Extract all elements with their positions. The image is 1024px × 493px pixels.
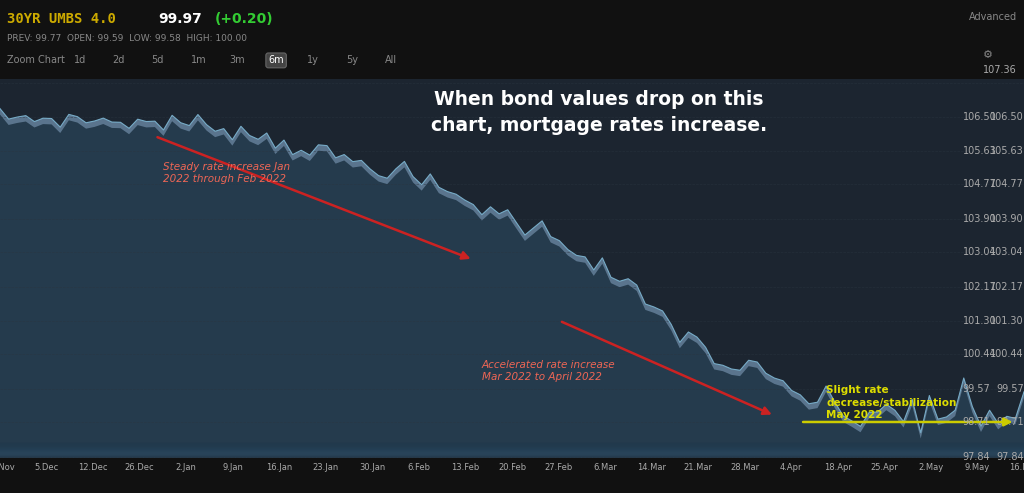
- Text: 101.30: 101.30: [990, 316, 1024, 326]
- Text: 1d: 1d: [74, 55, 86, 66]
- Text: 5y: 5y: [346, 55, 358, 66]
- Text: 103.90: 103.90: [963, 213, 996, 224]
- Text: Advanced: Advanced: [969, 12, 1017, 22]
- Text: 99.97: 99.97: [159, 12, 203, 26]
- Text: 5d: 5d: [152, 55, 164, 66]
- Text: 97.84: 97.84: [963, 452, 990, 461]
- Text: Steady rate increase Jan
2022 through Feb 2022: Steady rate increase Jan 2022 through Fe…: [164, 162, 291, 184]
- Text: 103.04: 103.04: [963, 247, 996, 257]
- Text: 99.57: 99.57: [963, 384, 990, 393]
- Text: Zoom Chart: Zoom Chart: [7, 55, 66, 66]
- Text: Accelerated rate increase
Mar 2022 to April 2022: Accelerated rate increase Mar 2022 to Ap…: [482, 360, 615, 383]
- Text: Slight rate
decrease/stabilization
May 2022: Slight rate decrease/stabilization May 2…: [826, 386, 956, 420]
- Text: ⚙: ⚙: [983, 50, 993, 60]
- Text: 99.57: 99.57: [996, 384, 1024, 393]
- Text: 103.90: 103.90: [990, 213, 1024, 224]
- Text: 106.50: 106.50: [963, 111, 996, 122]
- Text: 98.71: 98.71: [963, 418, 990, 427]
- Text: 97.84: 97.84: [996, 452, 1024, 461]
- Text: 102.17: 102.17: [963, 282, 996, 291]
- Text: 106.50: 106.50: [990, 111, 1024, 122]
- Text: 105.63: 105.63: [963, 146, 996, 156]
- Text: 3m: 3m: [229, 55, 245, 66]
- Text: 30YR UMBS 4.0: 30YR UMBS 4.0: [7, 12, 116, 26]
- Text: (+0.20): (+0.20): [215, 12, 273, 26]
- Text: 1m: 1m: [190, 55, 206, 66]
- Text: 1y: 1y: [307, 55, 319, 66]
- Text: 102.17: 102.17: [990, 282, 1024, 291]
- Text: All: All: [385, 55, 397, 66]
- Text: 104.77: 104.77: [990, 179, 1024, 189]
- Text: 105.63: 105.63: [990, 146, 1024, 156]
- Text: 2d: 2d: [113, 55, 125, 66]
- Text: 100.44: 100.44: [990, 350, 1024, 359]
- Text: When bond values drop on this
chart, mortgage rates increase.: When bond values drop on this chart, mor…: [431, 90, 767, 135]
- Text: PREV: 99.77  OPEN: 99.59  LOW: 99.58  HIGH: 100.00: PREV: 99.77 OPEN: 99.59 LOW: 99.58 HIGH:…: [7, 35, 247, 43]
- Text: 104.77: 104.77: [963, 179, 996, 189]
- Text: 103.04: 103.04: [990, 247, 1024, 257]
- Text: 101.30: 101.30: [963, 316, 996, 326]
- Text: 107.36: 107.36: [983, 65, 1017, 74]
- Text: 100.44: 100.44: [963, 350, 996, 359]
- Text: 98.71: 98.71: [996, 418, 1024, 427]
- Text: 6m: 6m: [268, 55, 284, 66]
